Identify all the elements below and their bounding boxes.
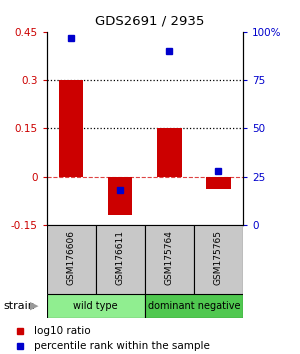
Bar [59, 80, 83, 177]
Text: strain: strain [3, 301, 35, 311]
Text: dominant negative: dominant negative [148, 301, 240, 311]
Bar [145, 225, 194, 294]
Text: log10 ratio: log10 ratio [34, 326, 91, 336]
Text: GDS2691 / 2935: GDS2691 / 2935 [95, 14, 205, 27]
Text: wild type: wild type [73, 301, 118, 311]
Text: GSM175764: GSM175764 [165, 230, 174, 285]
Bar [145, 294, 243, 318]
Bar [46, 225, 96, 294]
Bar [108, 177, 133, 215]
Bar [194, 225, 243, 294]
Text: GSM176606: GSM176606 [67, 230, 76, 285]
Text: ▶: ▶ [30, 301, 38, 311]
Text: percentile rank within the sample: percentile rank within the sample [34, 341, 210, 351]
Bar [46, 294, 145, 318]
Bar [96, 225, 145, 294]
Text: GSM176611: GSM176611 [116, 230, 125, 285]
Bar [157, 129, 182, 177]
Bar [206, 177, 231, 189]
Text: GSM175765: GSM175765 [214, 230, 223, 285]
